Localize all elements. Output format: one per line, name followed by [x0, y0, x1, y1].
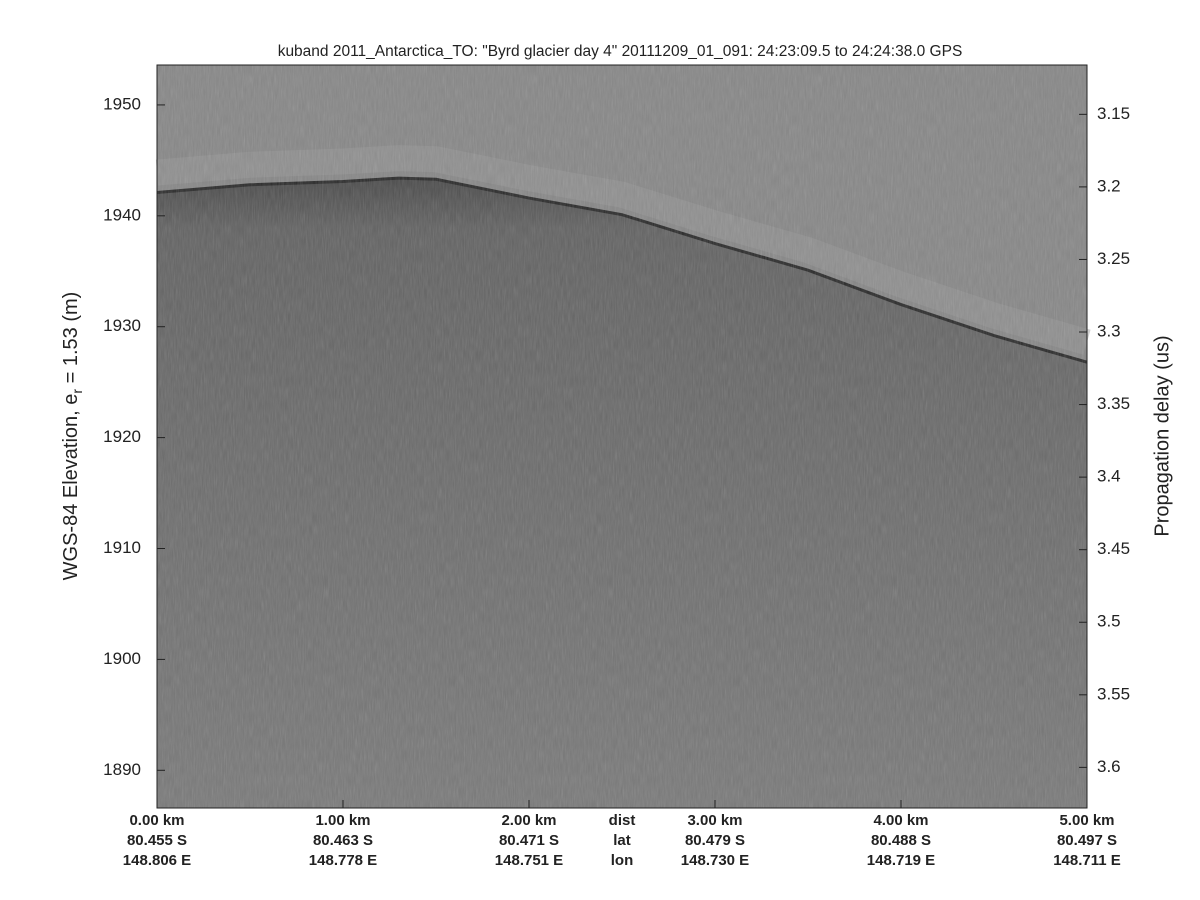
y2-tick-label: 3.6	[1097, 757, 1121, 776]
lat-label: 80.479 S	[685, 832, 745, 849]
lat-label: 80.463 S	[313, 832, 373, 849]
x-tick-label: 1.00 km	[315, 812, 370, 829]
lon-label: 148.806 E	[123, 852, 191, 869]
y-label-text: WGS-84 Elevation, e	[60, 394, 82, 581]
x-tick-label: 3.00 km	[687, 812, 742, 829]
noise-texture	[157, 65, 1087, 808]
y2-tick-label: 3.4	[1097, 467, 1121, 486]
row-label: lon	[611, 852, 634, 869]
x-tick-label: 5.00 km	[1059, 812, 1114, 829]
y-tick-label: 1950	[103, 94, 141, 113]
x-tick-label: 0.00 km	[129, 812, 184, 829]
y-tick-label: 1920	[103, 427, 141, 446]
y2-tick-label: 3.5	[1097, 612, 1121, 631]
y2-tick-label: 3.15	[1097, 104, 1130, 123]
y2-tick-label: 3.55	[1097, 684, 1130, 703]
y-tick-label: 1930	[103, 316, 141, 335]
y-axis-label: WGS-84 Elevation, er = 1.53 (m)	[60, 292, 84, 581]
y-label-subscript: r	[69, 389, 85, 394]
y-tick-label: 1890	[103, 760, 141, 779]
y2-axis-label: Propagation delay (us)	[1151, 335, 1173, 536]
row-label: lat	[613, 832, 631, 849]
y2-tick-label: 3.25	[1097, 249, 1130, 268]
y2-tick-label: 3.35	[1097, 394, 1130, 413]
y-tick-label: 1900	[103, 649, 141, 668]
lat-label: 80.455 S	[127, 832, 187, 849]
y-tick-label: 1910	[103, 538, 141, 557]
lon-label: 148.751 E	[495, 852, 563, 869]
chart-title: kuband 2011_Antarctica_TO: "Byrd glacier…	[278, 43, 963, 60]
y2-tick-label: 3.2	[1097, 176, 1121, 195]
x-tick-label: 4.00 km	[873, 812, 928, 829]
plot-frame	[156, 64, 1088, 809]
lon-label: 148.730 E	[681, 852, 749, 869]
row-label: dist	[609, 812, 636, 829]
lat-label: 80.497 S	[1057, 832, 1117, 849]
y-tick-label: 1940	[103, 205, 141, 224]
lon-label: 148.719 E	[867, 852, 935, 869]
y2-tick-label: 3.3	[1097, 322, 1121, 341]
lon-label: 148.778 E	[309, 852, 377, 869]
y2-tick-label: 3.45	[1097, 539, 1130, 558]
lat-label: 80.471 S	[499, 832, 559, 849]
lon-label: 148.711 E	[1053, 852, 1121, 869]
x-tick-label: 2.00 km	[501, 812, 556, 829]
lat-label: 80.488 S	[871, 832, 931, 849]
y-label-text: = 1.53 (m)	[60, 292, 82, 389]
